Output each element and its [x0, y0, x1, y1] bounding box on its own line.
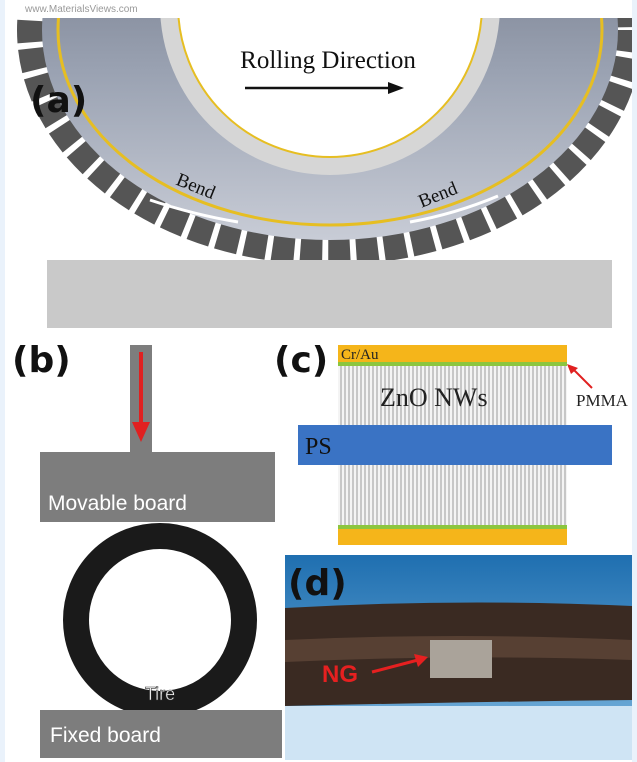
- electrode-text: Cr/Au: [341, 347, 379, 363]
- ps-substrate: [298, 425, 612, 465]
- arrowhead: [388, 82, 404, 94]
- panel-label: (a): [30, 80, 87, 121]
- device: [430, 640, 492, 678]
- arrowhead: [567, 364, 578, 374]
- ng-arrow: [371, 658, 419, 674]
- electrode: [338, 529, 567, 545]
- board-text: Fixed board: [50, 724, 161, 747]
- panel-label: (d): [288, 563, 347, 604]
- ps-text: PS: [305, 434, 332, 460]
- tire-text: Tire: [145, 684, 175, 704]
- table: [285, 706, 632, 760]
- arrowhead: [132, 422, 150, 442]
- nanowires: [338, 465, 567, 525]
- nanowire-text: ZnO NWs: [380, 383, 488, 412]
- panel-label: (b): [12, 340, 71, 381]
- ng-text: NG: [322, 661, 358, 688]
- rolling-text: Rolling Direction: [240, 47, 416, 74]
- pmma-layer: [338, 362, 567, 366]
- ground: [47, 260, 612, 328]
- electrode: [338, 345, 567, 362]
- photo: [285, 555, 632, 760]
- nanowires: [338, 366, 567, 425]
- yellow-layer: [56, 18, 604, 227]
- fixed-board: [40, 710, 282, 758]
- pmma-arrow: [573, 369, 593, 389]
- arrowhead: [414, 654, 428, 667]
- panel-label: (c): [274, 340, 328, 381]
- tread: [17, 18, 632, 265]
- bend-arrow: [409, 194, 499, 224]
- pmma-text: PMMA: [576, 391, 629, 410]
- pmma-layer: [338, 525, 567, 529]
- source-text: www.MaterialsViews.com: [24, 4, 138, 15]
- movable-board: [40, 452, 275, 522]
- board-text: Movable board: [48, 492, 187, 515]
- tire-ring: [63, 523, 257, 717]
- bend-arrow: [149, 198, 239, 224]
